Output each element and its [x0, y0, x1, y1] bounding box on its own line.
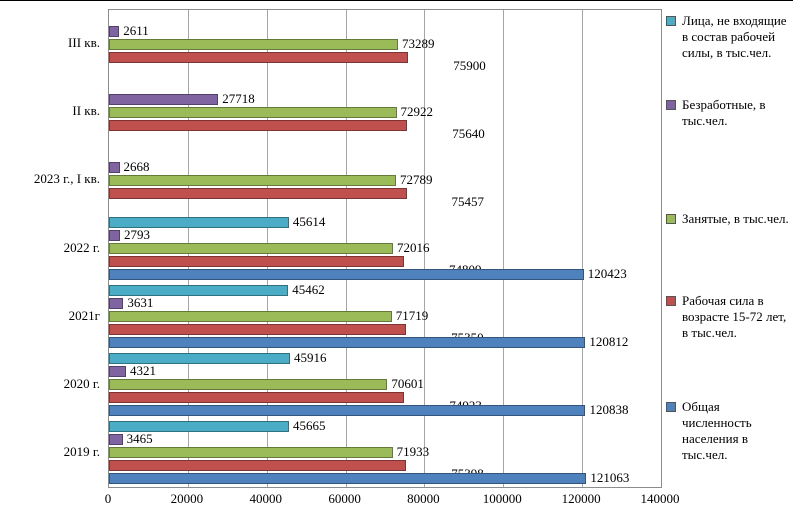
bar-laborforce: [109, 324, 407, 336]
value-label-nonworkforce: 45665: [293, 418, 326, 434]
category-label: 2020 г.: [63, 375, 100, 391]
legend-label: Рабочая сила в возрасте 15-72 лет, в тыс…: [682, 293, 787, 340]
bar-employed: [109, 243, 393, 254]
x-tick-label: 120000: [561, 491, 601, 506]
bar-unemployed: [109, 25, 120, 37]
legend-label: Лица, не входящие в состав рабочей силы,…: [682, 13, 787, 60]
category-label: II кв.: [72, 103, 100, 119]
value-label-employed: 71719: [395, 308, 429, 324]
value-label-laborforce: 75900: [453, 57, 486, 73]
category-label: III кв.: [68, 35, 100, 51]
category-label: 2023 г., I кв.: [33, 171, 100, 187]
value-label-unemployed: 3465: [126, 431, 153, 447]
bar-population: [109, 337, 586, 349]
value-label-unemployed: 2668: [123, 158, 150, 174]
bar-nonworkforce: [109, 353, 291, 365]
bar-employed: [109, 379, 388, 391]
value-label-unemployed: 3631: [127, 295, 154, 311]
bar-unemployed: [109, 366, 127, 378]
legend-label: Безработные, в тыс.чел.: [682, 97, 766, 128]
legend-item-unemployed: Безработные, в тыс.чел.: [666, 97, 790, 129]
value-label-unemployed: 2611: [123, 22, 149, 38]
x-tick-label: 40000: [249, 491, 282, 506]
legend-marker-unemployed-icon: [666, 100, 676, 110]
value-label-unemployed: 2793: [124, 227, 150, 242]
legend-item-laborforce: Рабочая сила в возрасте 15-72 лет, в тыс…: [666, 293, 790, 341]
value-label-population: 120423: [587, 266, 627, 281]
bar-laborforce: [109, 51, 409, 63]
value-label-unemployed: 27718: [222, 90, 255, 106]
legend-item-employed: Занятые, в тыс.чел.: [666, 211, 790, 227]
category-label: 2021г: [68, 307, 100, 323]
bar-unemployed: [109, 230, 120, 241]
value-label-unemployed: 4321: [130, 363, 157, 379]
bar-employed: [109, 311, 392, 323]
value-label-laborforce: 75457: [451, 193, 485, 209]
category-label: 2019 г.: [63, 443, 100, 459]
bar-nonworkforce: [109, 421, 290, 433]
legend-label: Общая численность населения в тыс.чел.: [682, 399, 752, 462]
bar-laborforce: [109, 460, 407, 472]
value-label-population: 120838: [589, 402, 629, 418]
value-label-employed: 70601: [391, 376, 424, 392]
bar-laborforce: [109, 256, 404, 267]
bar-laborforce: [109, 187, 407, 199]
x-tick-label: 0: [104, 491, 112, 506]
value-label-employed: 72016: [396, 240, 430, 255]
bar-unemployed: [109, 161, 120, 173]
value-label-employed: 72789: [399, 171, 433, 187]
category-label: 2022 г.: [63, 239, 100, 255]
bar-nonworkforce: [109, 217, 289, 228]
value-label-nonworkforce: 45916: [294, 350, 327, 366]
x-tick-label: 80000: [407, 491, 440, 506]
value-label-nonworkforce: 45462: [292, 282, 325, 298]
gridline: [424, 10, 426, 487]
legend-item-nonworkforce: Лица, не входящие в состав рабочей силы,…: [666, 13, 790, 61]
bar-population: [109, 473, 587, 485]
value-label-laborforce: 75640: [452, 125, 485, 141]
legend-marker-employed-icon: [666, 214, 676, 224]
x-tick-label: 140000: [640, 491, 680, 506]
x-tick-label: 20000: [170, 491, 204, 506]
bar-population: [109, 405, 586, 417]
bar-employed: [109, 38, 398, 50]
bar-employed: [109, 106, 397, 118]
value-label-nonworkforce: 45614: [292, 214, 326, 229]
legend-item-population: Общая численность населения в тыс.чел.: [666, 399, 790, 463]
value-label-employed: 73289: [401, 35, 435, 51]
value-label-population: 120812: [589, 334, 629, 350]
x-tick-label: 100000: [482, 491, 522, 506]
bar-laborforce: [109, 119, 408, 131]
bar-unemployed: [109, 93, 219, 105]
value-label-employed: 72922: [400, 103, 434, 119]
bar-population: [109, 269, 584, 280]
plot-area: 2611 73289 75900 27718 72922 75640 2668 72789 75…: [108, 9, 662, 488]
legend-marker-laborforce-icon: [666, 296, 676, 306]
value-label-employed: 71933: [396, 444, 430, 460]
legend-label: Занятые, в тыс.чел.: [682, 211, 789, 226]
bar-nonworkforce: [109, 285, 289, 297]
legend: Лица, не входящие в состав рабочей силы,…: [666, 1, 790, 518]
bar-laborforce: [109, 392, 405, 404]
x-tick-label: 60000: [328, 491, 361, 506]
bar-employed: [109, 447, 393, 459]
value-label-population: 121063: [590, 470, 630, 486]
legend-marker-nonworkforce-icon: [666, 16, 676, 26]
gridline: [582, 10, 584, 487]
legend-marker-population-icon: [666, 402, 676, 412]
gridline: [503, 10, 505, 487]
bar-employed: [109, 174, 396, 186]
bar-unemployed: [109, 434, 123, 446]
bar-unemployed: [109, 298, 124, 310]
